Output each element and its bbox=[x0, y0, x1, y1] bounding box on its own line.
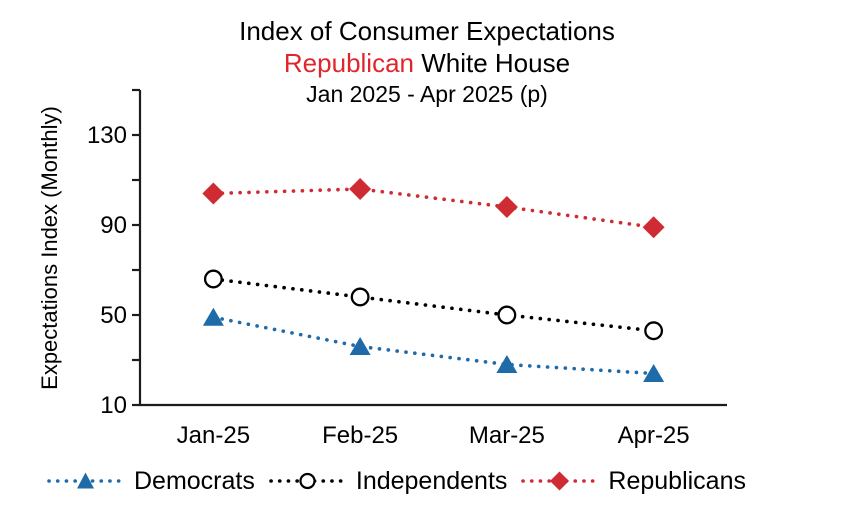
series-line-republicans bbox=[211, 187, 656, 230]
marker-republicans-3 bbox=[642, 216, 665, 239]
x-tick-label-Jan-25: Jan-25 bbox=[177, 422, 250, 449]
legend-item-independents: Independents bbox=[268, 466, 508, 496]
legend-label-republicans: Republicans bbox=[608, 466, 746, 495]
marker-independents-3 bbox=[644, 321, 664, 341]
series-line-independents bbox=[211, 277, 656, 333]
independents-line-swatch-icon bbox=[269, 472, 346, 490]
title-line2-rest: White House bbox=[414, 48, 571, 78]
legend-item-democrats: Democrats bbox=[46, 467, 255, 496]
chart-title-line1: Index of Consumer Expectations bbox=[239, 16, 615, 46]
y-tick-label-50: 50 bbox=[100, 302, 127, 329]
y-tick-label-10: 10 bbox=[100, 392, 127, 419]
y-tick-label-130: 130 bbox=[87, 122, 127, 149]
x-tick-label-Apr-25: Apr-25 bbox=[618, 422, 690, 449]
marker-republicans-0 bbox=[202, 182, 225, 205]
legend-item-republicans: Republicans bbox=[520, 467, 746, 496]
marker-democrats-2 bbox=[496, 355, 518, 373]
marker-republicans-2 bbox=[495, 196, 518, 218]
title-party-word: Republican bbox=[283, 48, 414, 78]
series-line-democrats bbox=[211, 315, 656, 376]
marker-democrats-1 bbox=[349, 337, 371, 355]
marker-democrats-0 bbox=[202, 307, 224, 326]
marker-democrats-3 bbox=[643, 364, 665, 382]
republicans-line-swatch-icon bbox=[521, 471, 599, 491]
marker-independents-0 bbox=[203, 269, 223, 289]
chart-title-line3: Jan 2025 - Apr 2025 (p) bbox=[306, 81, 548, 107]
chart-title-block: Index of Consumer Expectations Republica… bbox=[0, 15, 854, 110]
legend: Democrats Independents Republicans bbox=[46, 459, 746, 503]
marker-independents-2 bbox=[497, 305, 517, 325]
democrats-line-swatch-icon bbox=[47, 472, 124, 489]
x-tick-label-Feb-25: Feb-25 bbox=[322, 422, 398, 449]
legend-label-democrats: Democrats bbox=[134, 466, 255, 495]
marker-republicans-1 bbox=[349, 178, 372, 200]
marker-independents-1 bbox=[350, 287, 370, 307]
chart-title-line2: Republican White House bbox=[0, 47, 854, 79]
legend-label-independents: Independents bbox=[355, 466, 508, 495]
chart-plot: 10 50 90 130 Jan-25 Feb-25 Mar-25 Apr-25 bbox=[87, 88, 727, 449]
x-tick-label-Mar-25: Mar-25 bbox=[469, 422, 545, 449]
y-tick-label-90: 90 bbox=[100, 212, 127, 239]
